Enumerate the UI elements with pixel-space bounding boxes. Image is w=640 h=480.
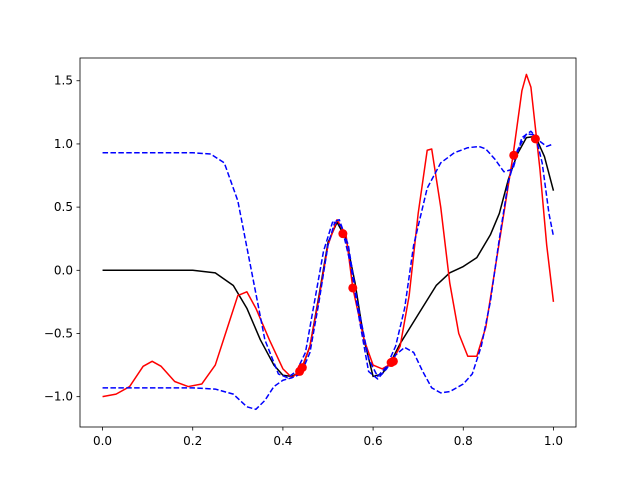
observation-point	[509, 150, 519, 160]
observation-point	[388, 356, 398, 366]
y-tick-label: −0.5	[44, 326, 73, 340]
series-line-upper-bound	[102, 130, 554, 379]
x-tick-label: 0.8	[454, 434, 473, 448]
y-tick-label: 1.0	[54, 137, 73, 151]
observation-point	[530, 134, 540, 144]
series-line-true-function	[102, 135, 555, 378]
plot-area	[102, 73, 555, 411]
series-line-lower-bound	[102, 133, 555, 411]
x-axis: 0.0 0.2 0.4 0.6 0.8 1.0	[93, 427, 563, 448]
y-tick-label: 0.5	[54, 200, 73, 214]
y-tick-label: 0.0	[54, 263, 73, 277]
x-tick-label: 0.6	[364, 434, 383, 448]
x-tick-label: 0.2	[183, 434, 202, 448]
x-tick-label: 0.0	[93, 434, 112, 448]
y-tick-label: −1.0	[44, 390, 73, 404]
x-tick-label: 1.0	[544, 434, 563, 448]
x-tick-label: 0.4	[273, 434, 292, 448]
y-tick-label: 1.5	[54, 74, 73, 88]
observation-point	[297, 363, 307, 373]
observation-point	[348, 283, 358, 293]
observation-point	[338, 229, 348, 239]
axes-frame	[79, 57, 577, 428]
y-axis: −1.0 −0.5 0.0 0.5 1.0 1.5	[44, 74, 80, 404]
